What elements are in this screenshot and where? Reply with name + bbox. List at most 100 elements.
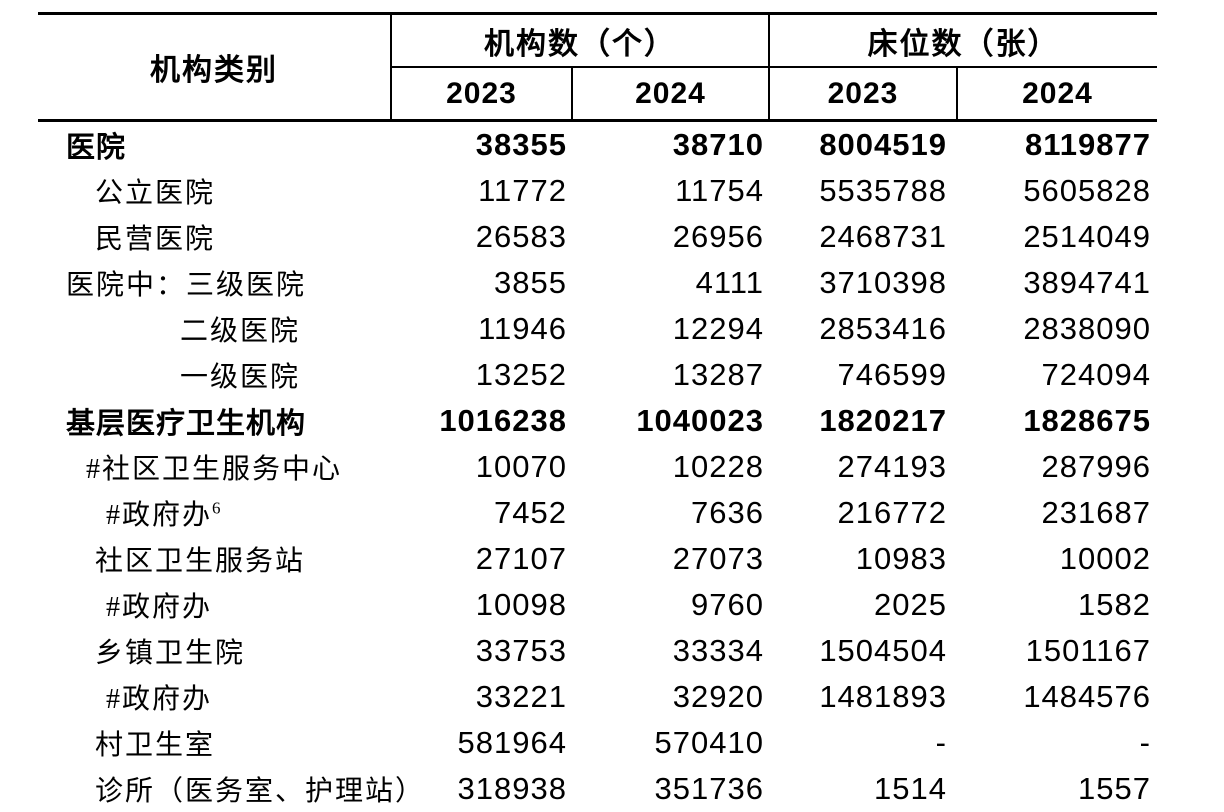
row-community-health-centers: #社区卫生服务中心 10070 10228 274193 287996 bbox=[38, 444, 1157, 490]
value-cell: 13252 bbox=[475, 357, 567, 392]
header-year-institutions-2024: 2024 bbox=[573, 68, 770, 119]
value-cell: 1484576 bbox=[1023, 679, 1151, 714]
value-cell: 746599 bbox=[837, 357, 947, 392]
row-label: 二级医院 bbox=[180, 316, 301, 347]
row-label: #政府办6 bbox=[38, 493, 392, 533]
value-cell: 10098 bbox=[475, 587, 567, 622]
value-cell: 2468731 bbox=[819, 219, 947, 254]
value-cell: 7636 bbox=[691, 495, 764, 530]
institutions-beds-table: 机构类别 机构数（个） 床位数（张） 2023 2024 2023 2024 医… bbox=[38, 12, 1157, 812]
value-cell: 2838090 bbox=[1023, 311, 1151, 346]
value-cell: 13287 bbox=[672, 357, 764, 392]
value-cell: 1016238 bbox=[439, 403, 567, 438]
row-community-health-stations: 社区卫生服务站 27107 27073 10983 10002 bbox=[38, 536, 1157, 582]
value-cell: 581964 bbox=[457, 725, 567, 760]
value-cell: - bbox=[1139, 725, 1151, 760]
row-hospitals: 医院 38355 38710 8004519 8119877 bbox=[38, 122, 1157, 168]
row-label: 一级医院 bbox=[180, 362, 301, 393]
value-cell: 351736 bbox=[654, 771, 764, 806]
row-public-hospitals: 公立医院 11772 11754 5535788 5605828 bbox=[38, 168, 1157, 214]
value-cell: 33753 bbox=[475, 633, 567, 668]
value-cell: 4111 bbox=[695, 265, 764, 300]
row-label: 医院 bbox=[66, 132, 127, 164]
value-cell: 1514 bbox=[874, 771, 947, 806]
value-cell: 570410 bbox=[654, 725, 764, 760]
header-group-beds: 床位数（张） bbox=[770, 15, 1157, 68]
row-gov-run-township-centers: #政府办 33221 32920 1481893 1484576 bbox=[38, 674, 1157, 720]
header-category-cell: 机构类别 bbox=[38, 15, 392, 119]
row-label: #社区卫生服务中心 bbox=[86, 454, 343, 485]
value-cell: 10983 bbox=[855, 541, 947, 576]
row-label: 民营医院 bbox=[95, 224, 216, 255]
value-cell: 724094 bbox=[1041, 357, 1151, 392]
value-cell: 26583 bbox=[475, 219, 567, 254]
row-label: 基层医疗卫生机构 bbox=[66, 408, 307, 440]
row-grassroots-institutions: 基层医疗卫生机构 1016238 1040023 1820217 1828675 bbox=[38, 398, 1157, 444]
row-label: 乡镇卫生院 bbox=[95, 638, 246, 669]
header-year-institutions-2023: 2023 bbox=[392, 68, 573, 119]
row-label: 医院中：三级医院 bbox=[66, 270, 307, 301]
value-cell: 8004519 bbox=[819, 127, 947, 162]
row-label: 村卫生室 bbox=[95, 730, 216, 761]
value-cell: 3855 bbox=[494, 265, 567, 300]
value-cell: 9760 bbox=[691, 587, 764, 622]
value-cell: 26956 bbox=[672, 219, 764, 254]
value-cell: 2514049 bbox=[1023, 219, 1151, 254]
value-cell: - bbox=[935, 725, 947, 760]
row-village-clinics: 村卫生室 581964 570410 - - bbox=[38, 720, 1157, 766]
value-cell: 318938 bbox=[457, 771, 567, 806]
row-label: 公立医院 bbox=[95, 178, 216, 209]
row-secondary-hospitals: 二级医院 11946 12294 2853416 2838090 bbox=[38, 306, 1157, 352]
value-cell: 2853416 bbox=[819, 311, 947, 346]
header-group-institutions-label: 机构数（个） bbox=[484, 27, 676, 61]
value-cell: 1557 bbox=[1078, 771, 1151, 806]
row-label: 社区卫生服务站 bbox=[95, 546, 306, 577]
value-cell: 38355 bbox=[475, 127, 567, 162]
row-label: #政府办 bbox=[106, 684, 213, 715]
value-cell: 1504504 bbox=[819, 633, 947, 668]
value-cell: 1481893 bbox=[819, 679, 947, 714]
header-group-institutions: 机构数（个） bbox=[392, 15, 770, 68]
value-cell: 10070 bbox=[475, 449, 567, 484]
table-header: 机构类别 机构数（个） 床位数（张） 2023 2024 2023 2024 bbox=[38, 15, 1157, 122]
value-cell: 1040023 bbox=[636, 403, 764, 438]
value-cell: 1582 bbox=[1078, 587, 1151, 622]
row-gov-run-centers: #政府办6 7452 7636 216772 231687 bbox=[38, 490, 1157, 536]
header-category-label: 机构类别 bbox=[150, 54, 278, 87]
value-cell: 3710398 bbox=[819, 265, 947, 300]
value-cell: 11754 bbox=[675, 173, 764, 208]
value-cell: 32920 bbox=[672, 679, 764, 714]
value-cell: 287996 bbox=[1041, 449, 1151, 484]
value-cell: 3894741 bbox=[1023, 265, 1151, 300]
value-cell: 216772 bbox=[837, 495, 947, 530]
row-private-hospitals: 民营医院 26583 26956 2468731 2514049 bbox=[38, 214, 1157, 260]
row-label: 诊所（医务室、护理站） bbox=[95, 776, 426, 807]
value-cell: 5605828 bbox=[1023, 173, 1151, 208]
row-label-text: #政府办 bbox=[106, 500, 213, 531]
value-cell: 11772 bbox=[478, 173, 567, 208]
value-cell: 27073 bbox=[672, 541, 764, 576]
value-cell: 33221 bbox=[475, 679, 567, 714]
header-group-beds-label: 床位数（张） bbox=[867, 27, 1060, 61]
header-year-beds-2023: 2023 bbox=[770, 68, 958, 119]
value-cell: 38710 bbox=[672, 127, 764, 162]
row-township-health-centers: 乡镇卫生院 33753 33334 1504504 1501167 bbox=[38, 628, 1157, 674]
value-cell: 231687 bbox=[1041, 495, 1151, 530]
value-cell: 5535788 bbox=[819, 173, 947, 208]
value-cell: 12294 bbox=[672, 311, 764, 346]
table-body: 医院 38355 38710 8004519 8119877 公立医院 1177… bbox=[38, 122, 1157, 812]
value-cell: 8119877 bbox=[1025, 127, 1151, 162]
value-cell: 1501167 bbox=[1025, 633, 1151, 668]
value-cell: 10002 bbox=[1059, 541, 1151, 576]
value-cell: 10228 bbox=[672, 449, 764, 484]
value-cell: 7452 bbox=[494, 495, 567, 530]
value-cell: 33334 bbox=[672, 633, 764, 668]
row-label: #政府办 bbox=[106, 592, 213, 623]
header-year-beds-2024: 2024 bbox=[1022, 76, 1093, 110]
value-cell: 27107 bbox=[475, 541, 567, 576]
footnote-superscript: 6 bbox=[212, 498, 221, 518]
row-clinics: 诊所（医务室、护理站） 318938 351736 1514 1557 bbox=[38, 766, 1157, 812]
value-cell: 2025 bbox=[874, 587, 947, 622]
row-gov-run-stations: #政府办 10098 9760 2025 1582 bbox=[38, 582, 1157, 628]
value-cell: 1820217 bbox=[819, 403, 947, 438]
